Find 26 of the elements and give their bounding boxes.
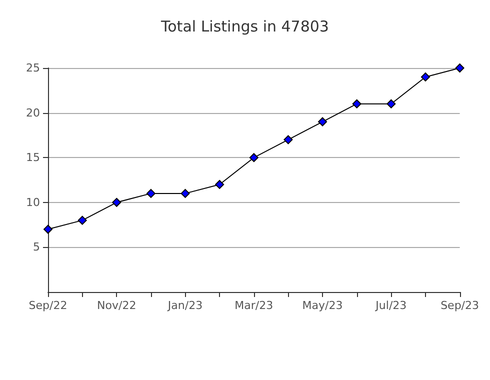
x-tick-label: Nov/22 bbox=[97, 299, 136, 312]
point bbox=[180, 188, 190, 198]
x-tick-label: May/23 bbox=[302, 299, 343, 312]
point bbox=[249, 153, 258, 162]
point bbox=[352, 99, 362, 108]
point bbox=[455, 64, 464, 72]
chart-title: Total Listings in 47803 bbox=[160, 18, 329, 36]
point bbox=[78, 216, 87, 225]
y-tick-label: 15 bbox=[26, 151, 40, 164]
point bbox=[215, 180, 224, 189]
x-tick-label: Sep/22 bbox=[28, 299, 68, 312]
point bbox=[44, 224, 52, 234]
x-tick-label: Sep/23 bbox=[440, 299, 479, 312]
x-tick-label: Mar/23 bbox=[234, 299, 274, 312]
x-tick-label: Jul/23 bbox=[374, 299, 407, 312]
y-tick-label: 25 bbox=[26, 62, 40, 74]
y-tick-label: 10 bbox=[26, 196, 40, 209]
point bbox=[420, 72, 430, 82]
y-tick-label: 5 bbox=[33, 240, 40, 254]
point bbox=[284, 135, 293, 144]
point bbox=[318, 117, 328, 126]
point bbox=[386, 99, 396, 108]
x-tick-label: Jan/23 bbox=[166, 299, 203, 312]
point bbox=[146, 188, 156, 198]
point bbox=[112, 198, 122, 207]
y-tick-label: 20 bbox=[26, 106, 40, 120]
